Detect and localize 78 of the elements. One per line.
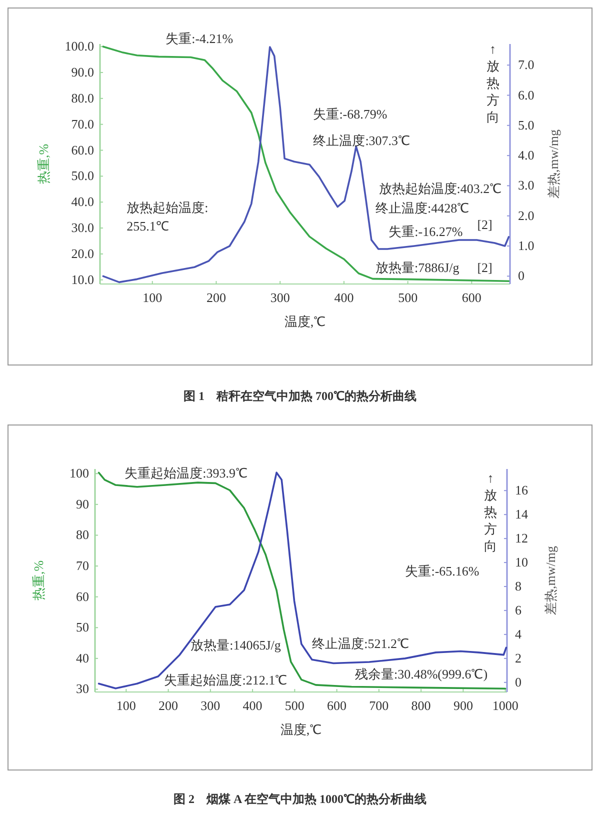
annotation: 失重起始温度:393.9℃ [124, 465, 248, 480]
x-tick-label: 800 [411, 698, 431, 713]
y2-tick-label: 10 [515, 554, 528, 570]
x-tick-label: 400 [242, 698, 262, 713]
x-tick-label: 300 [270, 290, 290, 305]
x-tick-label: 900 [453, 698, 473, 713]
x-tick-label: 700 [369, 698, 389, 713]
annotation: 终止温度:307.3℃ [313, 132, 410, 148]
text: 图 1 秸秆在空气中加热 700℃的热分析曲线 [184, 389, 416, 403]
y2-tick-label: 2.0 [518, 208, 534, 223]
x-tick-label: 500 [398, 290, 418, 305]
y2-tick-label: 0 [518, 268, 524, 284]
y-axis-title: 热重,% [31, 560, 46, 601]
y-tick-label: 10.0 [71, 272, 94, 287]
y-axis-title: 热重,% [36, 144, 51, 184]
y2-tick-label: 12 [515, 530, 528, 546]
x-tick-label: 600 [462, 290, 482, 305]
y-tick-label: 30 [76, 681, 89, 696]
annotation: [2] [477, 260, 492, 275]
annotation: 放热起始温度: [126, 200, 208, 215]
annotation: 终止温度:521.2℃ [312, 636, 409, 652]
x-tick-label: 100 [116, 698, 136, 713]
y2-axis-title: 差热,mw/mg [546, 129, 561, 198]
x-axis-title: 温度,℃ [284, 314, 326, 329]
x-tick-label: 400 [334, 290, 354, 305]
x-axis-title: 温度,℃ [280, 722, 322, 737]
y-tick-label: 70.0 [71, 116, 94, 132]
annotation: 放热量:14065J/g [190, 638, 282, 653]
y2-tick-label: 6.0 [518, 87, 534, 102]
annotation: 失重:-68.79% [313, 106, 388, 122]
x-tick-label: 200 [206, 290, 226, 305]
y-tick-label: 40.0 [71, 194, 94, 210]
annotation: ↑放热方向 [486, 42, 500, 125]
annotation: 放热量:7886J/g [376, 260, 460, 275]
y-tick-label: 70 [76, 558, 89, 574]
annotation: 失重起始温度:212.1℃ [164, 672, 288, 688]
y-tick-label: 50.0 [71, 168, 94, 184]
text: 图 2 烟煤 A 在空气中加热 1000℃的热分析曲线 [173, 792, 427, 806]
annotation: 终止温度:4428℃ [376, 200, 470, 216]
y-tick-label: 60.0 [71, 142, 94, 158]
y-tick-label: 100.0 [64, 38, 94, 54]
x-tick-label: 600 [327, 698, 347, 713]
x-tick-label: 500 [284, 698, 304, 713]
y2-tick-label: 6 [515, 602, 522, 618]
y-tick-label: 40 [76, 650, 89, 666]
y2-tick-label: 4.0 [518, 148, 534, 163]
x-tick-label: 300 [200, 698, 220, 713]
y2-tick-label: 5.0 [518, 117, 534, 132]
y2-tick-label: 3.0 [518, 178, 534, 193]
annotation: [2] [477, 216, 492, 232]
y2-tick-label: 16 [515, 482, 528, 498]
x-tick-label: 1000 [492, 698, 518, 713]
annotation: 失重:-4.21% [166, 30, 234, 46]
y-tick-label: 80 [76, 527, 89, 542]
y2-tick-label: 7.0 [518, 57, 534, 72]
y2-tick-label: 1.0 [518, 238, 534, 254]
y2-tick-label: 2 [515, 650, 522, 666]
y-tick-label: 100 [70, 466, 89, 481]
y-tick-label: 50 [76, 620, 89, 635]
y2-axis-title: 差热,mw/mg [543, 546, 558, 615]
x-tick-label: 200 [158, 698, 178, 713]
annotation: 255.1℃ [126, 218, 169, 234]
y2-tick-label: 0 [515, 674, 522, 690]
annotation: 失重:-65.16% [405, 564, 480, 579]
y-tick-label: 80.0 [71, 90, 94, 106]
y-tick-label: 90 [76, 496, 89, 512]
y2-tick-label: 4 [515, 626, 522, 642]
y-tick-label: 90.0 [71, 64, 94, 80]
y2-tick-label: 14 [515, 506, 528, 522]
annotation: 失重:-16.27% [388, 224, 463, 239]
y2-tick-label: 8 [515, 578, 522, 594]
y-tick-label: 30.0 [71, 220, 94, 236]
y-tick-label: 20.0 [71, 246, 94, 261]
y-tick-label: 60 [76, 588, 89, 604]
x-tick-label: 100 [142, 290, 162, 305]
annotation: 残余量:30.48%(999.6℃) [354, 666, 488, 682]
annotation: ↑放热方向 [484, 470, 498, 554]
annotation: 放热起始温度:403.2℃ [378, 180, 502, 196]
